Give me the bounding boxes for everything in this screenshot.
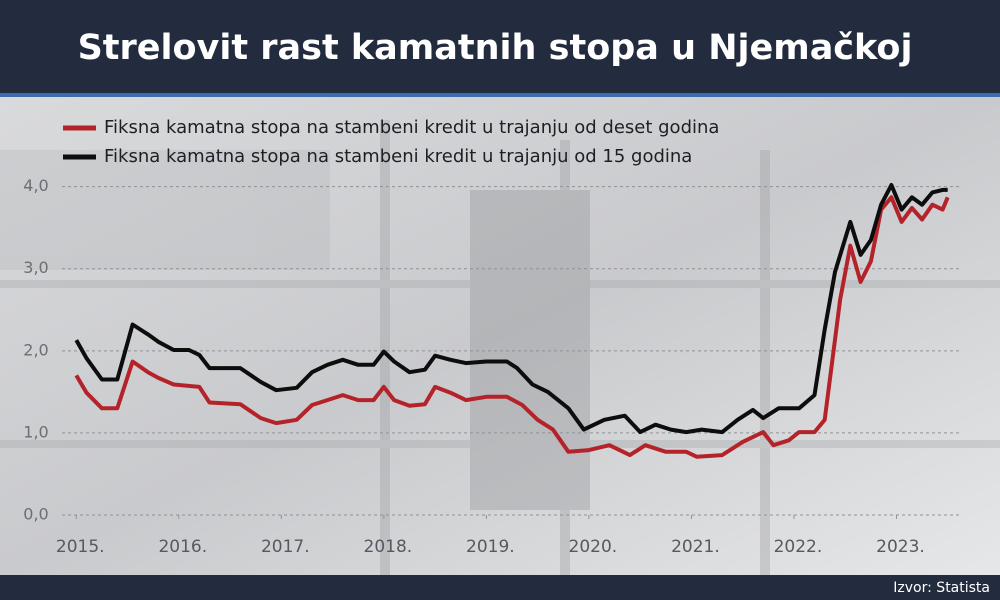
x-tick-label: 2021.: [671, 537, 720, 557]
y-tick-label: 4,0: [23, 176, 48, 195]
x-tick-label: 2020.: [569, 537, 618, 557]
x-tick-label: 2016.: [158, 537, 207, 557]
series-line: [74, 195, 950, 459]
source: Izvor: Statista: [893, 580, 990, 596]
x-tick-label: 2015.: [56, 537, 105, 557]
series-line: [74, 183, 948, 435]
legend-label: Fiksna kamatna stopa na stambeni kredit …: [104, 117, 719, 138]
x-tick-label: 2023.: [876, 537, 925, 557]
background: [0, 95, 1000, 575]
y-tick-label: 3,0: [23, 258, 48, 277]
title-rule: [0, 93, 1000, 97]
footer-bar: [0, 575, 1000, 600]
chart-title: Strelovit rast kamatnih stopa u Njemačko…: [78, 28, 913, 68]
x-tick-label: 2017.: [261, 537, 310, 557]
x-tick-label: 2022.: [774, 537, 823, 557]
x-tick-label: 2019.: [466, 537, 515, 557]
legend-label: Fiksna kamatna stopa na stambeni kredit …: [104, 146, 692, 167]
x-tick-label: 2018.: [364, 537, 413, 557]
y-tick-label: 2,0: [23, 340, 48, 359]
y-tick-label: 1,0: [23, 422, 48, 441]
y-tick-label: 0,0: [23, 505, 48, 524]
title-bar: [0, 0, 1000, 93]
